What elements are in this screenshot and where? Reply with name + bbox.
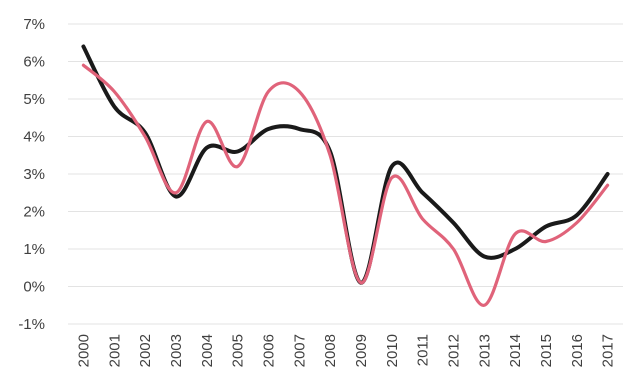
x-tick-label: 2002 bbox=[137, 334, 154, 367]
x-tick-label: 2017 bbox=[600, 334, 617, 367]
x-tick-label: 2001 bbox=[106, 334, 123, 367]
series-line-2 bbox=[81, 63, 610, 307]
series-line-1 bbox=[81, 44, 610, 285]
y-tick-label: -1% bbox=[18, 316, 45, 333]
x-tick-label: 2004 bbox=[199, 334, 216, 367]
x-tick-label: 2009 bbox=[353, 334, 370, 367]
x-tick-label: 2007 bbox=[291, 334, 308, 367]
x-tick-label: 2005 bbox=[230, 334, 247, 367]
y-tick-label: 1% bbox=[23, 241, 45, 258]
x-tick-label: 2012 bbox=[445, 334, 462, 367]
y-tick-label: 3% bbox=[23, 166, 45, 183]
y-axis-ticks: -1% 0% 1% 2% 3% 4% 5% 6% 7% bbox=[18, 16, 45, 333]
y-tick-label: 2% bbox=[23, 204, 45, 221]
y-tick-label: 6% bbox=[23, 54, 45, 71]
x-tick-label: 2015 bbox=[538, 334, 555, 367]
series-lines bbox=[81, 44, 610, 307]
x-tick-label: 2016 bbox=[569, 334, 586, 367]
y-tick-label: 4% bbox=[23, 129, 45, 146]
y-tick-label: 0% bbox=[23, 279, 45, 296]
y-tick-label: 7% bbox=[23, 16, 45, 33]
x-tick-label: 2010 bbox=[384, 334, 401, 367]
x-axis-ticks: 2000 2001 2002 2003 2004 2005 2006 2007 2008 2009… bbox=[75, 334, 616, 367]
x-tick-label: 2013 bbox=[476, 334, 493, 367]
x-tick-label: 2011 bbox=[415, 334, 432, 366]
y-tick-label: 5% bbox=[23, 91, 45, 108]
gridlines bbox=[68, 23, 623, 325]
x-tick-label: 2003 bbox=[168, 334, 185, 367]
x-tick-label: 2006 bbox=[260, 334, 277, 367]
x-tick-label: 2014 bbox=[507, 334, 524, 367]
x-tick-label: 2000 bbox=[75, 334, 92, 367]
x-tick-label: 2008 bbox=[322, 334, 339, 367]
